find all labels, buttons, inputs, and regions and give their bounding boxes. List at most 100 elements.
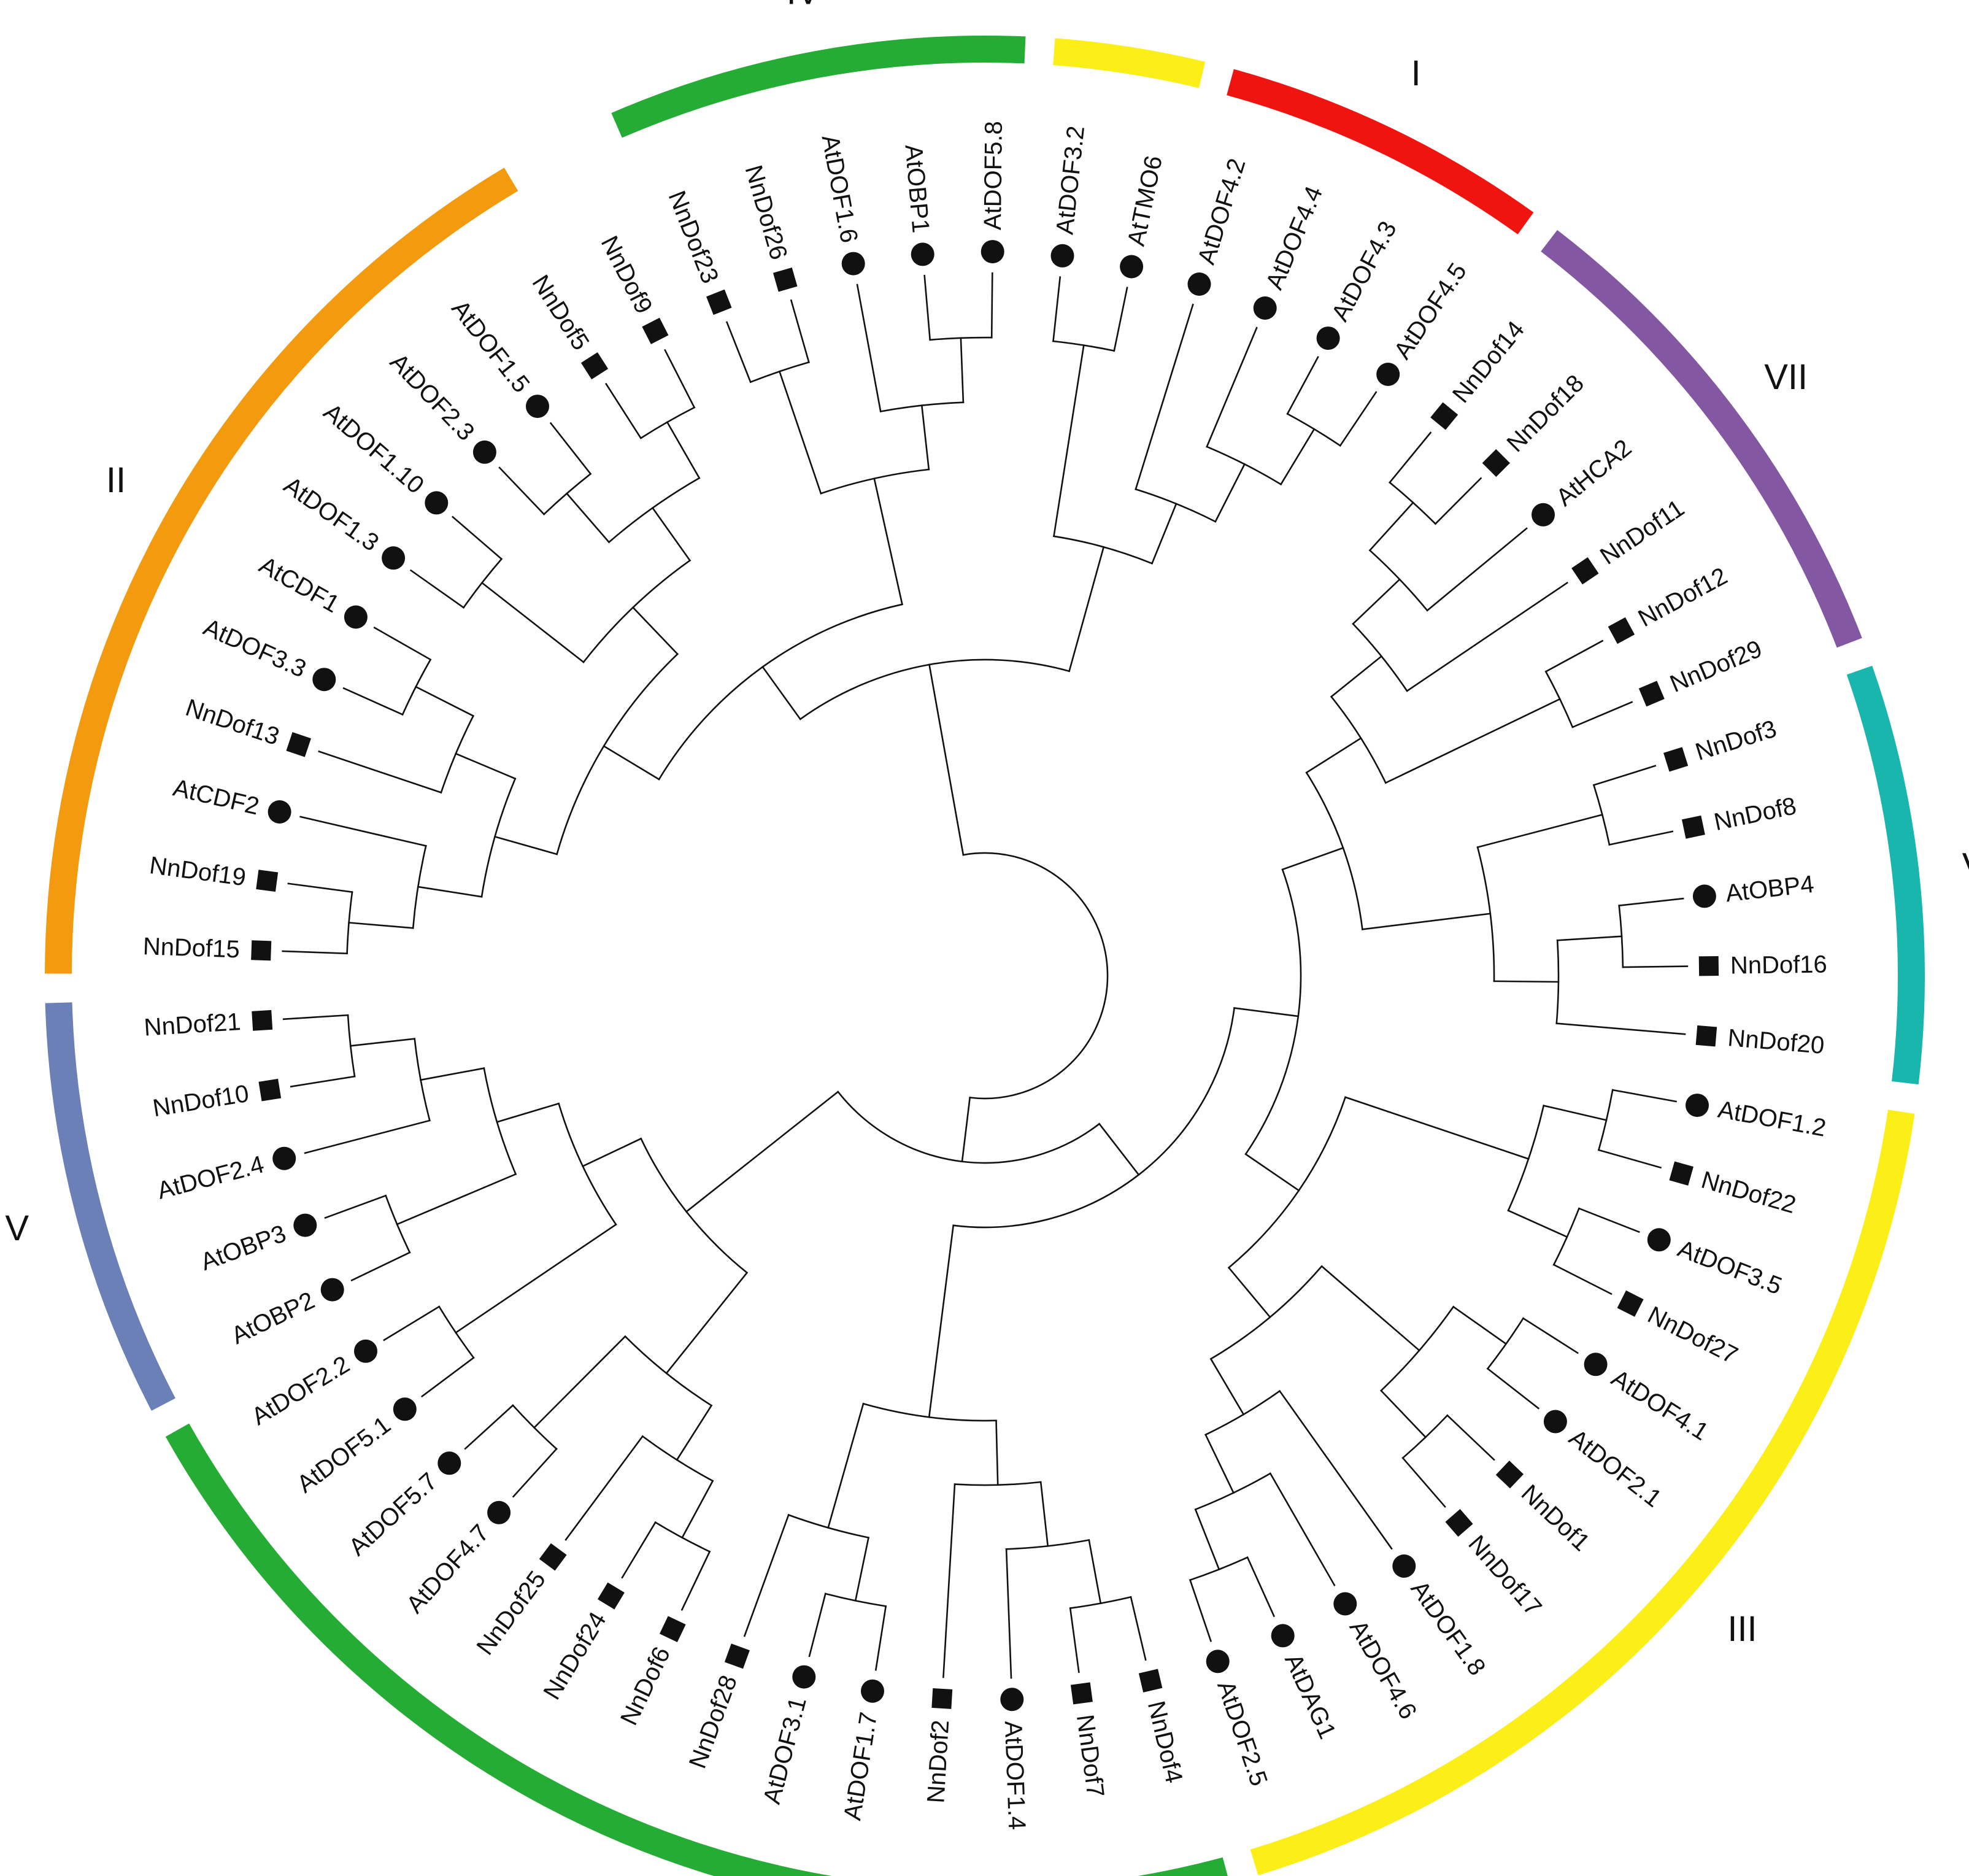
circle-marker-icon (354, 1339, 377, 1363)
circle-marker-icon (1120, 255, 1144, 279)
branch-line-107 (1344, 1096, 1530, 1160)
branch-arc-24 (582, 559, 692, 663)
tip-label: NnDof11 (1595, 495, 1689, 570)
tip-label: AtDOF2.5 (1212, 1677, 1273, 1789)
branch-arc-71 (952, 1007, 1236, 1229)
branch-arc-186 (414, 1038, 431, 1122)
branch-line-111 (1611, 1089, 1678, 1103)
branch-line-153 (854, 1537, 870, 1602)
tip-label: NnDof23 (663, 187, 723, 287)
branch-line-76 (1305, 737, 1362, 774)
circle-marker-icon (1647, 1228, 1671, 1252)
branch-line-22 (373, 627, 432, 661)
branch-arc-62 (1206, 446, 1282, 485)
square-marker-icon (1663, 747, 1689, 772)
branch-line-124 (1486, 1367, 1540, 1410)
branch-line-37 (605, 382, 642, 439)
tip-label: NnDof18 (1501, 369, 1589, 457)
branch-line-150 (942, 1483, 956, 1678)
branch-line-156 (808, 1592, 827, 1658)
square-marker-icon (1681, 815, 1705, 839)
tip-label: AtDOF4.4 (1261, 182, 1328, 293)
circle-marker-icon (382, 546, 406, 570)
circle-marker-icon (861, 1679, 884, 1703)
branch-line-29 (651, 506, 692, 562)
branch-line-84 (1389, 431, 1432, 484)
branch-line-141 (995, 1419, 999, 1486)
square-marker-icon (1571, 557, 1599, 585)
square-marker-icon (251, 940, 272, 961)
circle-marker-icon (293, 1213, 317, 1237)
tip-label: NnDof13 (182, 694, 283, 751)
branch-line-188 (349, 1038, 416, 1047)
tip-label: NnDof10 (151, 1080, 251, 1122)
clade-label-2: III (1125, 0, 1155, 7)
branch-line-21 (342, 687, 404, 716)
square-marker-icon (1445, 1509, 1473, 1537)
branch-line-60 (1135, 303, 1194, 490)
branch-line-13 (282, 950, 348, 955)
branch-line-9 (417, 886, 483, 898)
branch-arc-182 (385, 1194, 411, 1254)
branch-line-52 (1068, 546, 1105, 673)
tip-label: NnDof20 (1727, 1024, 1825, 1059)
circle-marker-icon (472, 440, 496, 464)
square-marker-icon (931, 1688, 953, 1709)
branch-line-78 (1330, 655, 1383, 698)
branch-line-50 (923, 274, 931, 341)
square-marker-icon (773, 267, 798, 292)
branch-line-70 (1098, 1122, 1140, 1176)
branch-arc-36 (639, 406, 696, 439)
branch-line-129 (1209, 1357, 1245, 1416)
clade-arc-7 (165, 1423, 1228, 1876)
tip-label: NnDof6 (615, 1643, 676, 1729)
square-marker-icon (1608, 617, 1635, 644)
circle-marker-icon (841, 252, 865, 276)
branch-line-68 (961, 1097, 971, 1163)
branch-line-85 (1434, 477, 1482, 525)
branch-arc-20 (401, 658, 432, 716)
branch-arc-6 (555, 652, 679, 855)
tip-label: AtDOF1.7 (839, 1710, 882, 1823)
circle-marker-icon (1206, 1650, 1230, 1673)
branch-arc-163 (641, 1435, 714, 1482)
branch-line-132 (1204, 1434, 1235, 1494)
clade-arc-0 (45, 168, 518, 974)
tip-label: NnDof1 (1516, 1480, 1595, 1556)
branch-line-135 (1194, 1508, 1220, 1571)
branch-line-102 (1618, 897, 1684, 907)
branch-arc-142 (954, 1481, 1042, 1486)
branch-line-19 (414, 685, 475, 717)
tip-label: AtDOF1.5 (446, 295, 534, 398)
branch-arc-53 (1053, 535, 1154, 565)
branch-line-100 (1556, 935, 1623, 941)
clade-arc-8 (45, 1002, 175, 1411)
tip-label: AtDOF4.6 (1344, 1616, 1422, 1724)
square-marker-icon (252, 1009, 273, 1031)
tip-label: NnDof24 (538, 1607, 611, 1704)
tip-label: AtOBP3 (197, 1220, 290, 1276)
circle-marker-icon (272, 1146, 296, 1170)
branch-line-119 (1320, 1265, 1420, 1352)
branch-arc-106 (1227, 1096, 1347, 1269)
branch-line-138 (1189, 1579, 1212, 1642)
branch-line-160 (665, 1272, 749, 1375)
branch-line-190 (290, 1075, 356, 1088)
branch-arc-130 (1204, 1389, 1281, 1436)
branch-arc-122 (1486, 1317, 1525, 1370)
branch-arc-118 (1209, 1265, 1323, 1361)
tip-label: AtDOF4.5 (1389, 258, 1472, 364)
branch-line-31 (565, 492, 611, 544)
branch-line-112 (1597, 1149, 1662, 1169)
tip-label: NnDof26 (739, 162, 792, 263)
branch-line-28 (451, 515, 503, 560)
branch-line-125 (1380, 1389, 1427, 1438)
branch-line-187 (304, 1119, 431, 1154)
square-marker-icon (1482, 449, 1510, 477)
tip-label: AtHCA2 (1551, 434, 1636, 512)
branch-arc-176 (437, 1305, 475, 1359)
branch-line-14 (287, 882, 353, 894)
circle-marker-icon (1187, 272, 1211, 296)
branch-line-80 (1352, 578, 1401, 625)
